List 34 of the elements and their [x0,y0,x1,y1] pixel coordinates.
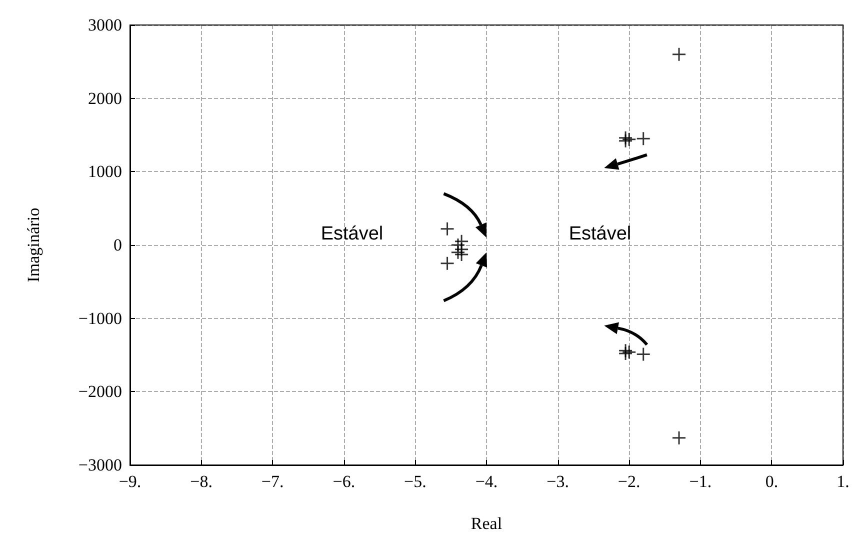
y-tick-label: 2000 [88,88,122,108]
annotation: Estável [568,224,632,244]
point [440,256,455,271]
x-axis-title: Real [470,514,502,533]
x-tick-label: 1. [836,472,850,491]
annotation: Estável [320,224,384,244]
point [636,131,651,146]
x-tick-label: −1. [689,472,712,491]
point [636,347,651,362]
x-tick-label: −4. [475,472,498,491]
y-tick-label: −3000 [78,456,122,474]
x-tick-label: −7. [261,472,284,491]
x-tick-label: −9. [118,472,142,491]
x-tick-label: −8. [190,472,212,491]
y-tick-label: 1000 [88,162,122,182]
point [618,130,633,146]
x-tick-label: −2. [618,472,640,491]
y-axis-title: Imaginário [24,208,43,282]
point [622,344,636,360]
point [618,346,633,361]
point [454,247,469,262]
x-tick-label: −6. [332,472,356,491]
y-tick-label: −1000 [78,308,122,328]
x-tick-label: 0. [765,472,778,491]
point [622,132,636,147]
point [672,430,686,446]
x-tick-label: −3. [546,472,569,491]
y-tick-label: 0 [114,236,122,254]
x-tick-label: −5. [404,472,426,491]
y-tick-label: −2000 [78,382,122,402]
y-tick-label: 3000 [88,16,122,34]
point [450,245,466,260]
point [440,222,455,236]
point [672,47,686,62]
